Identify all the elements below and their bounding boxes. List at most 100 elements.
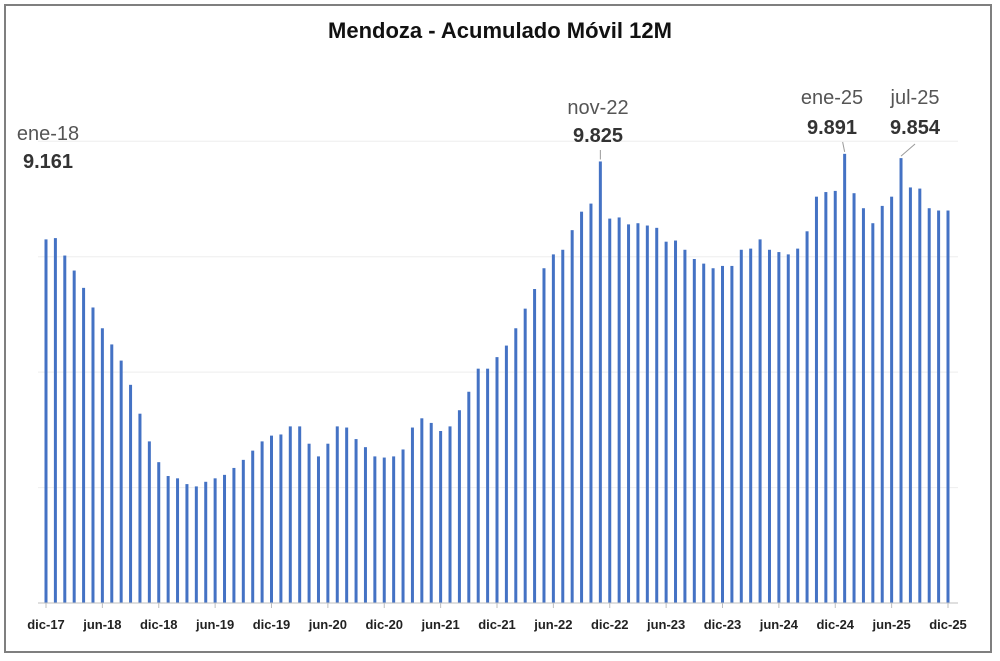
bar-may-25	[880, 205, 884, 603]
bar-nov-24	[824, 192, 828, 603]
bar-feb-20	[288, 426, 292, 603]
annotation-label-ene-25: ene-25	[801, 87, 863, 109]
bar-sep-21	[467, 391, 471, 603]
bar-jun-25	[890, 196, 894, 604]
bar-ene-24	[730, 265, 734, 603]
x-tick-label-dic-19: dic-19	[253, 617, 291, 632]
bar-sep-18	[129, 384, 133, 603]
annotation-leader-jul-25	[900, 143, 916, 157]
bar-abr-25	[871, 223, 875, 604]
bar-ago-18	[119, 360, 123, 603]
x-tick-label-dic-17: dic-17	[27, 617, 65, 632]
bar-oct-22	[589, 203, 593, 604]
bar-mar-23	[636, 223, 640, 604]
annotation-label-nov-22: nov-22	[567, 97, 628, 119]
bar-sep-23	[692, 259, 696, 603]
bar-abr-23	[645, 225, 649, 603]
bar-oct-23	[702, 263, 706, 603]
bar-ene-21	[392, 456, 396, 603]
bar-nov-23	[711, 268, 715, 603]
bar-may-20	[316, 456, 320, 603]
annotation-label-ene-18: ene-18	[17, 123, 79, 145]
bar-feb-18	[63, 255, 67, 603]
bar-jul-24	[786, 254, 790, 603]
x-tick-label-jun-24: jun-24	[759, 617, 799, 632]
bar-jun-19	[213, 478, 217, 603]
bar-abr-18	[82, 287, 86, 603]
bar-may-18	[91, 307, 95, 603]
bar-nov-19	[260, 441, 264, 603]
bar-jul-23	[674, 240, 678, 603]
bar-feb-21	[401, 449, 405, 603]
x-tick-label-dic-20: dic-20	[365, 617, 403, 632]
bar-oct-19	[251, 450, 255, 603]
bar-mar-21	[410, 427, 414, 603]
bar-sep-24	[805, 231, 809, 604]
x-tick-label-dic-23: dic-23	[704, 617, 742, 632]
bar-nov-21	[486, 368, 490, 603]
bar-oct-24	[814, 196, 818, 604]
bar-jul-25	[899, 158, 903, 603]
bar-may-21	[429, 422, 433, 603]
bar-jul-19	[223, 474, 227, 603]
bar-series	[44, 153, 950, 604]
annotation-label-jul-25: jul-25	[890, 87, 940, 109]
bar-oct-20	[363, 447, 367, 603]
bar-dic-19	[270, 435, 273, 603]
bar-dic-25	[946, 210, 950, 604]
bar-dic-20	[382, 457, 386, 603]
bar-ene-25	[843, 153, 847, 603]
bar-nov-18	[147, 441, 151, 603]
bar-mar-20	[298, 426, 302, 603]
bar-mar-25	[861, 208, 865, 603]
bar-abr-22	[533, 289, 537, 603]
bar-abr-20	[307, 443, 311, 603]
bar-ago-19	[232, 467, 236, 603]
bar-jun-24	[777, 252, 781, 604]
annotation-value-ene-25: 9.891	[807, 117, 857, 139]
bar-nov-20	[373, 456, 377, 603]
bar-mar-19	[185, 484, 189, 603]
bar-dic-17	[44, 239, 48, 603]
bar-sep-19	[241, 459, 245, 603]
bar-jul-20	[335, 426, 339, 603]
bar-jul-22	[561, 249, 565, 603]
bar-jun-20	[326, 443, 330, 603]
x-tick-label-jun-19: jun-19	[195, 617, 234, 632]
bar-jun-21	[439, 431, 443, 603]
annotation-value-nov-22: 9.825	[573, 125, 623, 147]
bar-jun-18	[100, 328, 104, 603]
x-tick-label-dic-21: dic-21	[478, 617, 516, 632]
annotation-value-jul-25: 9.854	[890, 117, 941, 139]
x-tick-label-dic-25: dic-25	[929, 617, 967, 632]
bar-ago-23	[683, 249, 687, 603]
bar-abr-21	[420, 418, 424, 603]
annotation-leader-ene-25	[842, 141, 846, 152]
bar-dic-21	[495, 357, 499, 603]
bar-ene-23	[617, 217, 621, 604]
bar-mar-24	[749, 248, 753, 603]
bar-nov-22	[598, 161, 602, 603]
bar-ene-22	[504, 345, 508, 603]
x-tick-label-dic-22: dic-22	[591, 617, 629, 632]
bar-feb-25	[852, 193, 856, 603]
bar-dic-18	[157, 462, 161, 603]
bar-feb-24	[739, 249, 743, 603]
x-tick-label-dic-24: dic-24	[816, 617, 854, 632]
bar-may-19	[204, 481, 208, 603]
bar-oct-21	[476, 368, 480, 603]
x-axis-ticks: dic-17 jun-18 dic-18 jun-19 dic-19 jun-20 dic-…	[27, 603, 967, 632]
annotations: ene-18 9.161 nov-22 9.825 ene-25 9.891 jul-25 9…	[17, 87, 941, 173]
bar-ago-22	[570, 230, 574, 604]
bar-dic-22	[608, 218, 612, 603]
bar-oct-18	[138, 413, 142, 603]
bar-ago-25	[908, 187, 912, 603]
bar-ene-18	[53, 238, 57, 603]
bar-oct-25	[927, 208, 931, 603]
chart-title: Mendoza - Acumulado Móvil 12M	[328, 18, 672, 43]
bar-may-22	[542, 268, 546, 603]
bar-jun-22	[551, 254, 555, 603]
bar-nov-25	[937, 210, 941, 604]
bar-ene-20	[279, 434, 283, 603]
x-tick-label-jun-18: jun-18	[82, 617, 121, 632]
